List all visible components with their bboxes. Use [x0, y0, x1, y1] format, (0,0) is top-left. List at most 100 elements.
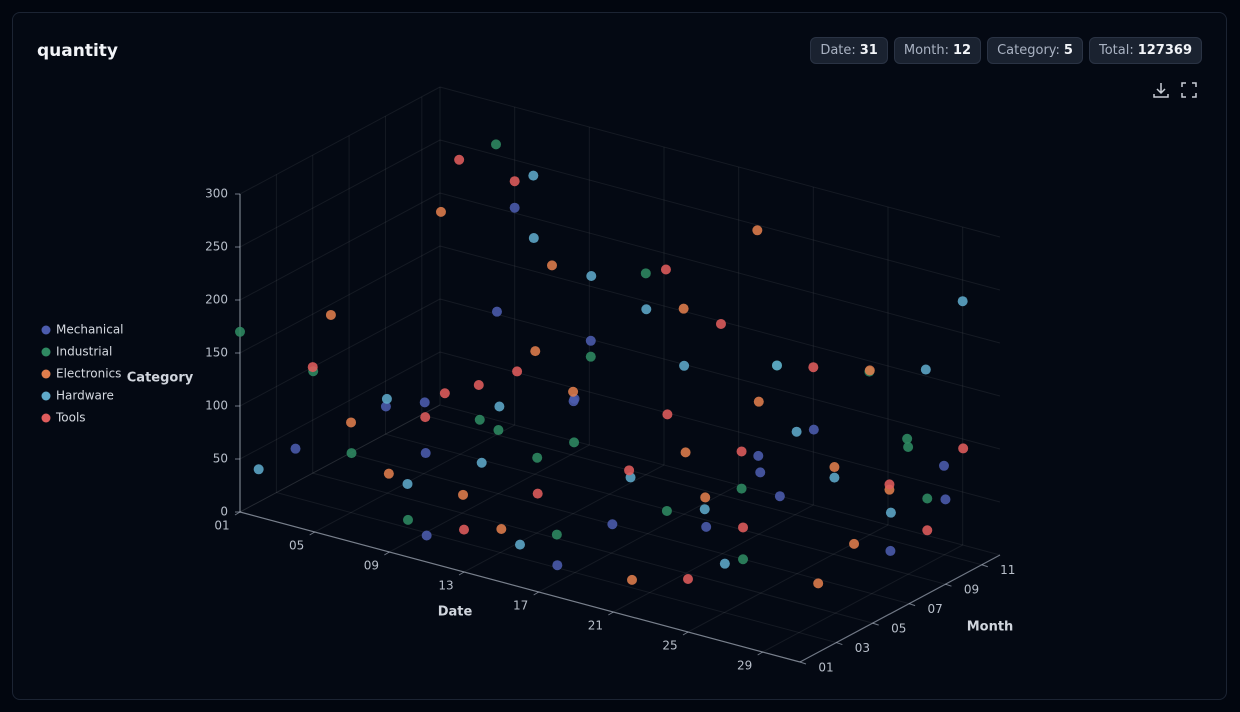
y-tick — [981, 564, 988, 568]
point — [813, 578, 824, 589]
point — [547, 260, 557, 271]
point — [569, 437, 580, 448]
point — [419, 397, 430, 408]
x-tick — [458, 571, 465, 576]
y-tick — [799, 661, 807, 665]
z-tick-label: 200 — [205, 293, 228, 307]
point — [491, 139, 501, 150]
point — [958, 443, 969, 454]
point — [585, 351, 596, 362]
point — [568, 386, 579, 397]
z-tick-label: 0 — [220, 505, 228, 519]
grid-line — [239, 511, 801, 663]
grid-line — [463, 464, 665, 573]
point — [403, 514, 413, 525]
legend-label: Mechanical — [56, 323, 124, 337]
point — [829, 472, 840, 483]
grid-line — [762, 544, 963, 653]
grid-line — [439, 298, 1001, 450]
point — [253, 464, 264, 475]
point — [679, 360, 690, 371]
z-tick-label: 100 — [205, 399, 228, 413]
grid-line — [239, 86, 441, 195]
point — [791, 426, 802, 437]
badge-label: Date: — [820, 43, 856, 58]
y-tick-label: 07 — [927, 602, 942, 616]
point — [699, 504, 710, 515]
toolbar — [1152, 81, 1198, 99]
y-tick-label: 03 — [855, 641, 870, 655]
x-tick — [608, 611, 614, 616]
point — [530, 346, 541, 357]
y-tick — [872, 622, 879, 626]
fullscreen-icon[interactable] — [1180, 81, 1198, 99]
x-tick-label: 01 — [214, 519, 229, 533]
legend-label: Industrial — [56, 345, 112, 359]
point — [662, 409, 673, 420]
x-tick-label: 13 — [438, 579, 453, 593]
download-icon[interactable] — [1152, 81, 1170, 99]
x-tick-label: 29 — [737, 659, 752, 673]
point — [383, 468, 394, 479]
panel-title: quantity — [37, 41, 119, 61]
point — [884, 479, 895, 490]
point — [753, 396, 764, 407]
point — [586, 271, 597, 282]
y-axis-title: Month — [967, 620, 1014, 635]
badge: Category: 5 — [987, 37, 1083, 64]
point — [474, 414, 485, 425]
grid-line — [239, 139, 441, 248]
point — [421, 530, 432, 541]
point — [753, 450, 764, 461]
point — [476, 457, 487, 468]
point — [494, 401, 505, 412]
y-tick-label: 09 — [964, 583, 979, 597]
grid-line — [239, 404, 441, 513]
y-tick-label: 11 — [1000, 563, 1015, 577]
badge-label: Category: — [997, 43, 1060, 58]
point — [515, 539, 525, 550]
x-tick-label: 25 — [662, 639, 677, 653]
point — [624, 465, 635, 476]
grid-line — [348, 453, 910, 605]
z-tick-label: 150 — [205, 346, 228, 360]
point — [661, 505, 672, 516]
x-tick — [234, 511, 241, 516]
grid-line — [314, 424, 515, 533]
point — [922, 493, 933, 504]
point — [325, 309, 336, 320]
point — [585, 335, 596, 346]
axis-line — [799, 554, 1001, 663]
point — [641, 304, 652, 315]
x-tick — [309, 531, 315, 536]
grid-line — [439, 86, 1001, 238]
point — [885, 545, 896, 556]
point — [420, 412, 431, 423]
legend-label: Hardware — [56, 389, 114, 403]
point — [678, 303, 689, 314]
point — [640, 268, 651, 279]
point — [607, 519, 618, 530]
badge-value: 31 — [859, 43, 878, 58]
point — [903, 441, 914, 452]
point — [346, 417, 357, 428]
point — [528, 233, 539, 244]
badge-value: 5 — [1063, 43, 1073, 58]
x-tick-label: 05 — [289, 539, 304, 553]
point — [808, 362, 819, 373]
grid-line — [439, 139, 1001, 291]
point — [680, 447, 691, 458]
y-tick-label: 05 — [891, 622, 906, 636]
point — [459, 524, 469, 535]
grid-line — [312, 472, 873, 624]
grid-line — [613, 504, 814, 613]
point — [940, 494, 951, 505]
point — [902, 433, 913, 444]
legend-marker — [41, 347, 51, 357]
point — [491, 306, 502, 317]
z-tick-label: 50 — [213, 452, 228, 466]
y-tick — [945, 583, 952, 587]
point — [808, 424, 819, 435]
point — [627, 574, 637, 585]
